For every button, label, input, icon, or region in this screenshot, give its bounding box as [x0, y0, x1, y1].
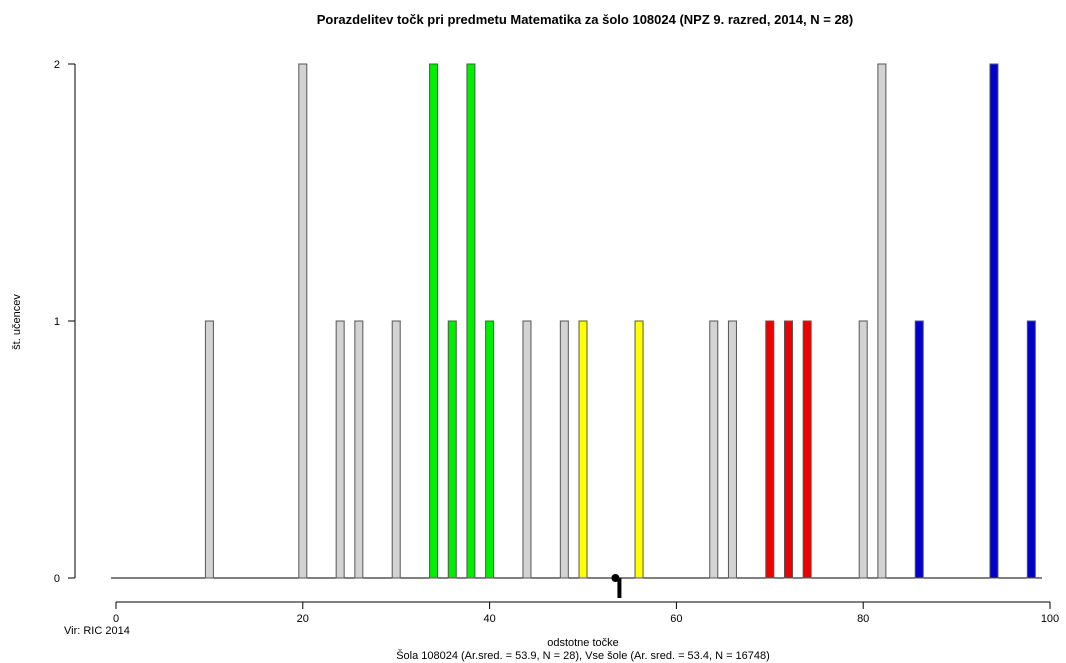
y-tick-label: 0 — [54, 573, 60, 585]
x-tick-label: 20 — [297, 613, 309, 625]
bar-74 — [802, 320, 812, 579]
y-tick-label: 2 — [54, 59, 60, 71]
bar-38 — [466, 63, 476, 579]
bars — [204, 63, 1036, 579]
x-tick-label: 80 — [857, 613, 869, 625]
source-note: Vir: RIC 2014 — [64, 625, 130, 637]
bar-56 — [634, 320, 644, 579]
x-tick-label: 0 — [113, 613, 119, 625]
bar-82 — [877, 63, 887, 579]
bar-26 — [354, 320, 364, 579]
bar-30 — [391, 320, 401, 579]
bar-72 — [783, 320, 793, 579]
bar-80 — [858, 320, 868, 579]
bar-40 — [485, 320, 495, 579]
x-axis-label: odstotne točke — [547, 637, 619, 649]
bar-98 — [1026, 320, 1036, 579]
bar-66 — [727, 320, 737, 579]
x-tick-label: 60 — [670, 613, 682, 625]
mean-marker-group — [611, 574, 622, 598]
bar-20 — [298, 63, 308, 579]
bar-10 — [204, 320, 214, 579]
y-axis-label: št. učencev — [11, 294, 23, 350]
bar-70 — [765, 320, 775, 579]
chart-title: Porazdelitev točk pri predmetu Matematik… — [317, 12, 853, 27]
bar-64 — [709, 320, 719, 579]
y-tick-label: 1 — [54, 316, 60, 328]
bar-34 — [429, 63, 439, 579]
bar-86 — [914, 320, 924, 579]
bar-94 — [989, 63, 999, 579]
bar-44 — [522, 320, 532, 579]
x-tick-label: 40 — [483, 613, 495, 625]
bar-36 — [447, 320, 457, 579]
x-tick-label: 100 — [1041, 613, 1059, 625]
bar-48 — [559, 320, 569, 579]
chart-subtitle: Šola 108024 (Ar.sred. = 53.9, N = 28), V… — [396, 649, 770, 662]
bar-50 — [578, 320, 588, 579]
bar-24 — [335, 320, 345, 579]
